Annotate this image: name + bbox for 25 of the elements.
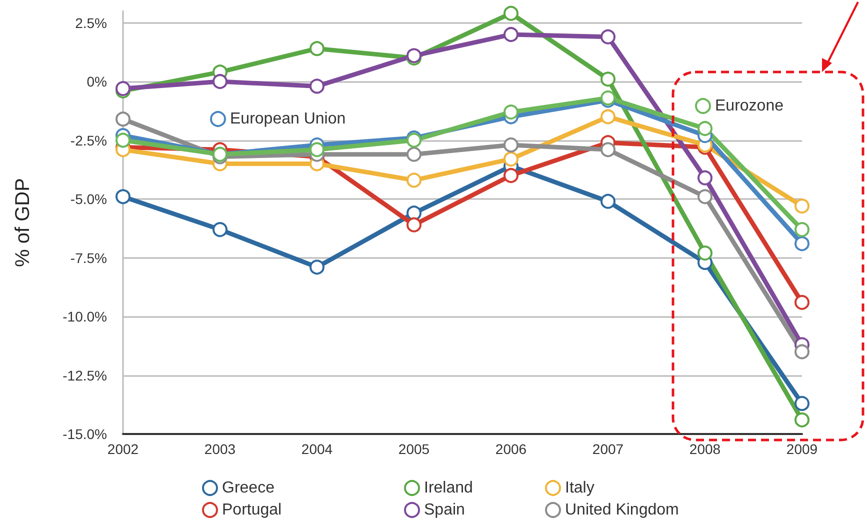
legend-label: Ireland (424, 480, 473, 496)
x-tick-label: 2008 (689, 441, 721, 457)
x-tick-label: 2005 (398, 441, 430, 457)
x-tick-label: 2002 (107, 441, 139, 457)
y-axis-title: % of GDP (12, 178, 34, 267)
y-tick-label: 2.5% (75, 14, 107, 31)
y-tick-label: -15.0% (62, 426, 107, 442)
x-tick-label: 2009 (786, 441, 818, 457)
legend-label: Greece (222, 480, 275, 496)
y-tick-label: -12.5% (62, 367, 107, 384)
x-tick-label: 2006 (495, 441, 527, 457)
y-tick-label: -2.5% (70, 132, 107, 148)
x-tick-label: 2004 (301, 441, 333, 457)
legend-label: Eurozone (715, 98, 784, 114)
legend-label: Portugal (222, 502, 282, 518)
y-tick-label: -5.0% (70, 191, 107, 207)
legend-label: Spain (424, 502, 465, 518)
x-tick-label: 2003 (204, 441, 236, 457)
legend-label: Italy (565, 480, 594, 496)
y-tick-label: 0% (86, 74, 107, 90)
legend-label: European Union (230, 110, 346, 128)
y-tick-label: -7.5% (70, 250, 107, 266)
y-tick-label: -10.0% (62, 308, 107, 324)
legend-label: United Kingdom (565, 502, 679, 518)
x-tick-label: 2007 (592, 441, 624, 457)
